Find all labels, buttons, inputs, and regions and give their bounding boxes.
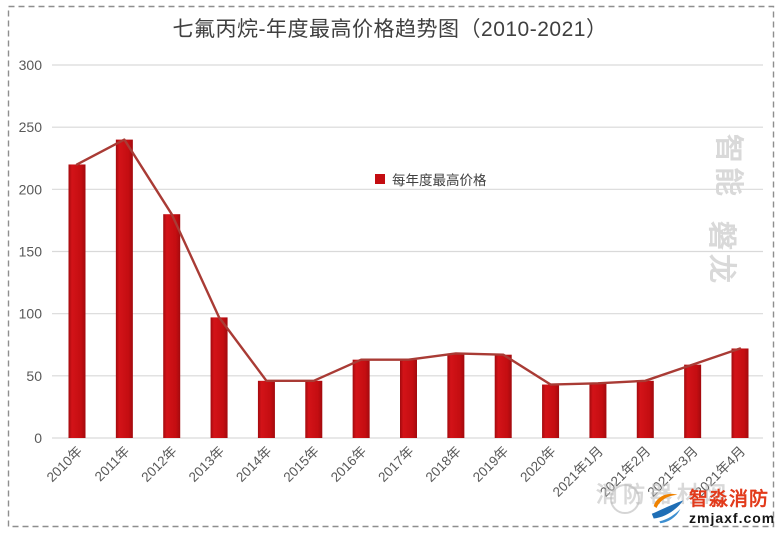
x-tick-label-2013年: 2013年 — [186, 444, 227, 485]
bar-2018年 — [447, 353, 465, 438]
bar-2020年 — [542, 384, 560, 438]
bar-2021年3月 — [684, 364, 702, 438]
x-tick-label-2019年: 2019年 — [470, 444, 511, 485]
bar-2021年4月 — [731, 348, 749, 438]
site-logo: 智淼消防 zmjaxf.com — [648, 490, 775, 528]
x-tick-label-2020年: 2020年 — [517, 444, 558, 485]
bar-2017年 — [400, 359, 417, 438]
x-tick-label-2012年: 2012年 — [138, 444, 179, 485]
trend-line — [75, 138, 742, 386]
bar-2021年1月 — [589, 383, 607, 438]
x-tick-label-2014年: 2014年 — [233, 444, 274, 485]
swoosh-logo-icon — [651, 493, 684, 524]
bar-2019年 — [494, 354, 512, 438]
bar-2013年 — [210, 317, 228, 438]
y-tick-label-100: 100 — [19, 306, 43, 322]
x-tick-label-2018年: 2018年 — [423, 444, 464, 485]
y-tick-label-250: 250 — [19, 119, 43, 135]
y-tick-label-50: 50 — [26, 368, 42, 384]
bar-2012年 — [163, 214, 181, 438]
legend: 每年度最高价格 — [375, 169, 487, 189]
dashed-border — [7, 5, 775, 528]
x-tick-label-2015年: 2015年 — [281, 444, 322, 485]
legend-label: 每年度最高价格 — [392, 173, 487, 188]
x-tick-label-2011年: 2011年 — [92, 444, 133, 485]
bar-2010年 — [68, 164, 86, 438]
bar-2015年 — [305, 380, 323, 438]
legend-marker-icon — [375, 174, 385, 184]
y-tick-label-0: 0 — [34, 430, 42, 446]
logo-site-url: zmjaxf.com — [689, 510, 776, 526]
bar-2021年2月 — [636, 380, 654, 438]
bar-2014年 — [257, 380, 275, 438]
x-tick-label-2017年: 2017年 — [375, 444, 416, 485]
bar-2011年 — [115, 139, 133, 438]
chart-title: 七氟丙烷-年度最高价格趋势图（2010-2021） — [172, 18, 608, 41]
watermark-circle-icon — [610, 484, 640, 514]
logo-name: 智淼消防 — [689, 489, 770, 510]
bar-2016年 — [352, 359, 370, 438]
x-tick-label-2016年: 2016年 — [328, 444, 369, 485]
x-tick-label-2010年: 2010年 — [44, 444, 85, 485]
y-tick-label-300: 300 — [19, 57, 43, 73]
y-tick-label-150: 150 — [19, 244, 43, 260]
y-tick-label-200: 200 — [19, 181, 43, 197]
